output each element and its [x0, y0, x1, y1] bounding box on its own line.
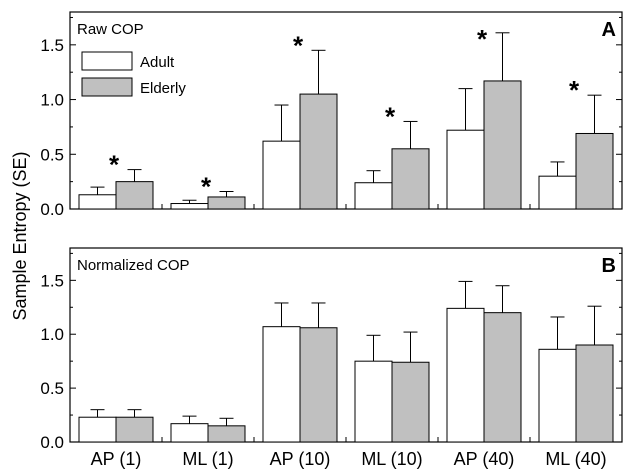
panel-b-letter: B	[602, 255, 616, 277]
panel-b-ytick-label: 0.5	[40, 379, 64, 398]
panel-a-bar-adult	[170, 203, 209, 210]
panel-a-bar-adult	[78, 194, 117, 210]
panel-a-letter: A	[602, 19, 616, 41]
panel-a-ytick-label: 0.5	[40, 145, 64, 164]
panel-b-bar-elderly	[207, 425, 246, 443]
panel-a-bar-adult	[538, 175, 577, 210]
panel-b-bar-adult	[446, 307, 485, 443]
legend-swatch-elderly	[81, 77, 133, 97]
panel-b-bar-elderly	[115, 416, 154, 443]
panel-a-title: Raw COP	[77, 21, 144, 38]
panel-a-significance-mark: *	[109, 150, 120, 180]
panel-b-bar-adult	[538, 348, 577, 443]
panel-a-bar-elderly	[391, 148, 430, 210]
panel-b-ytick-label: 0.0	[40, 433, 64, 452]
legend-label-adult: Adult	[140, 54, 175, 71]
panel-a-ytick-label: 1.0	[40, 91, 64, 110]
panel-a-significance-mark: *	[293, 30, 304, 60]
x-category-label: AP (10)	[270, 449, 331, 469]
panel-b-bar-adult	[78, 416, 117, 443]
panel-a-significance-mark: *	[385, 101, 396, 131]
x-category-label: ML (10)	[361, 449, 422, 469]
panel-a-bar-elderly	[207, 196, 246, 210]
panel-a-ytick-label: 0.0	[40, 200, 64, 219]
legend-swatch-adult	[81, 51, 133, 71]
panel-a-significance-mark: *	[569, 75, 580, 105]
panel-a-bar-adult	[354, 182, 393, 210]
x-category-label: ML (1)	[182, 449, 233, 469]
panel-b-bar-elderly	[299, 327, 338, 443]
panel-a-bar-elderly	[575, 132, 614, 210]
y-axis-label: Sample Entropy (SE)	[10, 151, 30, 320]
panel-b-bar-elderly	[391, 361, 430, 443]
panel-a-bar-adult	[262, 140, 301, 210]
panel-b-bar-adult	[170, 423, 209, 443]
panel-a-ytick-label: 1.5	[40, 36, 64, 55]
panel-a-significance-mark: *	[201, 171, 212, 201]
panel-a-bar-elderly	[115, 181, 154, 210]
panel-a-bar-elderly	[299, 93, 338, 210]
panel-a-significance-mark: *	[477, 24, 488, 54]
panel-b-bar-elderly	[575, 344, 614, 443]
panel-b-ytick-label: 1.5	[40, 271, 64, 290]
panel-b-bar-adult	[354, 360, 393, 443]
x-category-label: AP (40)	[454, 449, 515, 469]
panel-a-bar-elderly	[483, 80, 522, 210]
panel-b-title: Normalized COP	[77, 257, 190, 274]
panel-a-bar-adult	[446, 129, 485, 210]
panel-b-bar-elderly	[483, 312, 522, 443]
x-category-label: ML (40)	[545, 449, 606, 469]
panel-b-ytick-label: 1.0	[40, 325, 64, 344]
x-category-label: AP (1)	[91, 449, 142, 469]
panel-b-bar-adult	[262, 326, 301, 443]
legend-label-elderly: Elderly	[140, 80, 186, 97]
